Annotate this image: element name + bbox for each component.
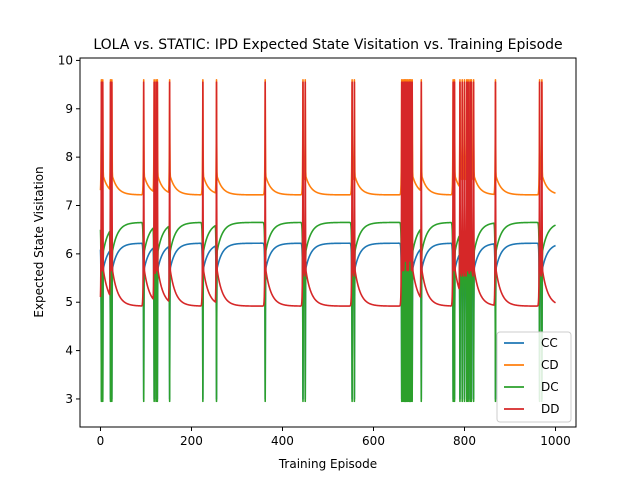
y-tick-label: 4: [65, 344, 73, 358]
x-tick-label: 800: [453, 434, 476, 448]
plot-lines: [99, 78, 557, 403]
legend: CC CD DC DD: [496, 331, 572, 423]
x-tick-label: 1000: [540, 434, 571, 448]
x-tick-label: 0: [97, 434, 105, 448]
x-tick-label: 200: [180, 434, 203, 448]
y-tick-label: 6: [65, 247, 73, 261]
series-line-dc: [99, 221, 557, 403]
x-axis: 0 200 400 600 800 1000: [97, 427, 571, 448]
series-line-dd: [99, 81, 557, 307]
y-axis: 3 4 5 6 7 8 9 10: [58, 53, 80, 406]
legend-label-cc: CC: [541, 336, 558, 350]
series-line-cd: [99, 78, 557, 196]
x-tick-label: 600: [362, 434, 385, 448]
y-axis-label: Expected State Visitation: [32, 166, 46, 317]
y-tick-label: 7: [65, 199, 73, 213]
x-tick-label: 400: [271, 434, 294, 448]
legend-label-cd: CD: [541, 358, 559, 372]
plot-area-frame: [79, 57, 577, 428]
y-tick-label: 10: [58, 53, 73, 67]
chart-title: LOLA vs. STATIC: IPD Expected State Visi…: [93, 37, 562, 53]
y-tick-label: 8: [65, 150, 73, 164]
legend-box: [496, 331, 572, 423]
x-axis-label: Training Episode: [278, 457, 377, 471]
legend-label-dd: DD: [541, 402, 559, 416]
series-line-cc: [99, 242, 557, 400]
y-tick-label: 5: [65, 295, 73, 309]
legend-label-dc: DC: [541, 380, 559, 394]
y-tick-label: 9: [65, 102, 73, 116]
y-tick-label: 3: [65, 392, 73, 406]
